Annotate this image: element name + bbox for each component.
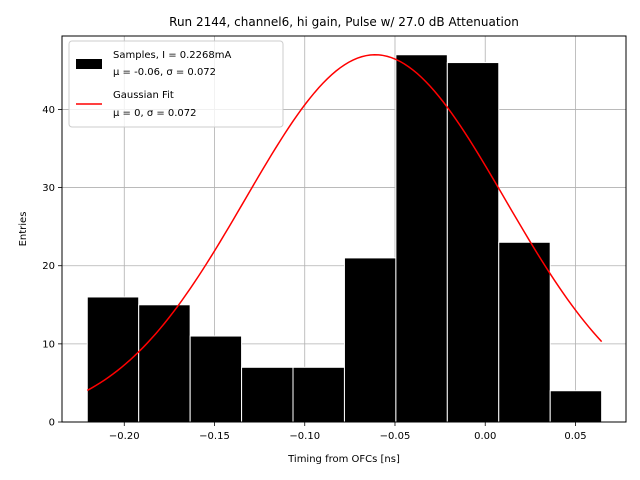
- histogram-bar: [241, 366, 294, 423]
- legend-fit-label: Gaussian Fit: [113, 90, 174, 101]
- legend: Samples, I = 0.2268mA μ = -0.06, σ = 0.0…: [68, 40, 284, 128]
- y-tick-label: 40: [42, 105, 55, 116]
- legend-histogram-swatch: [76, 59, 102, 69]
- histogram-bar: [292, 366, 345, 423]
- x-tick-label: −0.05: [380, 431, 411, 442]
- x-tick-label: −0.20: [109, 431, 140, 442]
- y-tick-label: 10: [42, 339, 55, 350]
- x-tick-label: 0.00: [474, 431, 496, 442]
- chart-title: Run 2144, channel6, hi gain, Pulse w/ 27…: [169, 15, 519, 29]
- plot-frame: [61, 35, 627, 423]
- legend-fit-stats: μ = 0, σ = 0.072: [113, 108, 197, 119]
- y-tick-label: 20: [42, 261, 55, 272]
- fit-curve-layer: [86, 54, 603, 392]
- legend-histogram-label: Samples, I = 0.2268mA: [113, 50, 231, 61]
- y-tick-label: 30: [42, 183, 55, 194]
- x-axis-title: Timing from OFCs [ns]: [287, 454, 400, 465]
- histogram-bar: [343, 257, 397, 423]
- histogram-bar: [549, 390, 603, 423]
- gaussian-fit-curve: [86, 54, 603, 392]
- histogram-bar: [446, 62, 500, 423]
- x-tick-label: −0.15: [199, 431, 230, 442]
- histogram-bar: [189, 335, 243, 423]
- x-axis: −0.20 −0.15 −0.10 −0.05 0.00 0.05: [109, 422, 587, 442]
- x-tick-label: 0.05: [564, 431, 586, 442]
- y-axis-title: Entries: [18, 212, 29, 247]
- legend-histogram-stats: μ = -0.06, σ = 0.072: [113, 67, 216, 78]
- x-tick-label: −0.10: [289, 431, 320, 442]
- histogram-bar: [395, 54, 448, 423]
- histogram-bar: [498, 241, 551, 423]
- y-axis: 0 10 20 30 40: [42, 105, 62, 429]
- y-tick-label: 0: [49, 418, 55, 429]
- legend-box: [68, 40, 284, 128]
